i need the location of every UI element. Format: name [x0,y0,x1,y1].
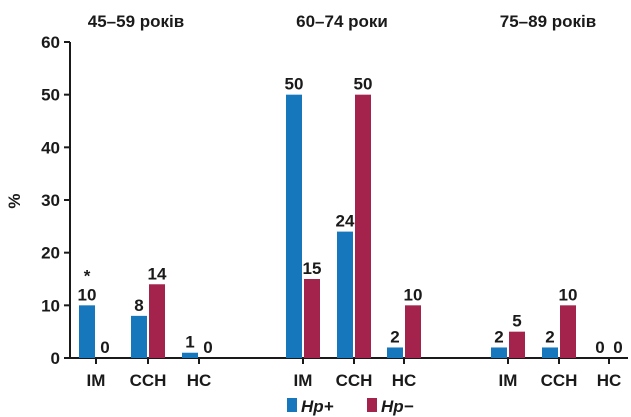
category-label: ІМ [294,371,313,390]
bar-2-1-0 [542,347,558,358]
category-label: ІМ [499,371,518,390]
data-label-2-2-1: 0 [613,338,622,357]
data-label-2-2-0: 0 [595,338,604,357]
bars [79,94,576,359]
bar-0-1-0 [131,315,147,358]
group-title-2: 75–89 років [500,12,596,31]
data-label-0-2-1: 0 [203,338,212,357]
bar-0-2-0 [182,352,198,358]
data-label-0-0-0: 10 [78,285,97,304]
bar-1-0-1 [304,279,320,358]
data-label-2-0-0: 2 [494,327,503,346]
bar-0-1-1 [149,284,165,358]
bar-0-0-0 [79,305,95,358]
data-label-0-1-0: 8 [134,296,143,315]
category-label: НС [597,371,622,390]
bar-1-2-0 [387,347,403,358]
annotations: * [84,266,91,285]
data-label-1-1-0: 24 [336,212,355,231]
bar-2-0-0 [491,347,507,358]
y-tick-label-40: 40 [41,138,60,157]
y-tick-label-60: 60 [41,33,60,52]
data-label-2-1-1: 10 [559,285,578,304]
bar-1-1-1 [355,94,371,359]
y-tick-label-50: 50 [41,86,60,105]
data-label-0-1-1: 14 [148,264,167,283]
data-label-2-1-0: 2 [545,327,554,346]
group-title-1: 60–74 роки [296,12,388,31]
bar-1-2-1 [405,305,421,358]
y-axis-label: % [5,193,24,208]
bar-2-0-1 [509,331,525,358]
bar-2-1-1 [560,305,576,358]
data-label-2-0-1: 5 [512,312,521,331]
data-label-1-1-1: 50 [354,75,373,94]
data-label-1-0-0: 50 [285,75,304,94]
bar-1-1-0 [337,231,353,358]
annotation-0: * [84,266,91,285]
group-title-0: 45–59 років [88,12,184,31]
data-label-0-2-0: 1 [185,333,194,352]
category-label: ССН [541,371,578,390]
legend-label-hp-plus: Hp+ [301,397,334,416]
legend-label-hp-minus: Hp− [381,397,414,416]
category-label: НС [392,371,417,390]
data-label-0-0-1: 0 [100,338,109,357]
data-label-1-2-0: 2 [390,327,399,346]
category-label: ССН [130,371,167,390]
legend: Hp+ Hp− [287,397,414,416]
legend-swatch-hp-plus [287,398,297,412]
category-label: ІМ [87,371,106,390]
data-label-1-0-1: 15 [303,259,322,278]
y-tick-label-10: 10 [41,296,60,315]
legend-swatch-hp-minus [367,398,377,412]
category-label: НС [187,371,212,390]
category-label: ССН [336,371,373,390]
category-labels: ІМ ССН НС ІМ ССН НС ІМ ССН НС [87,358,622,390]
y-tick-label-0: 0 [51,349,60,368]
y-tick-label-30: 30 [41,191,60,210]
bar-1-0-0 [286,94,302,359]
data-label-1-2-1: 10 [404,285,423,304]
group-titles: 45–59 років 60–74 роки 75–89 років [88,12,596,31]
y-tick-label-20: 20 [41,244,60,263]
